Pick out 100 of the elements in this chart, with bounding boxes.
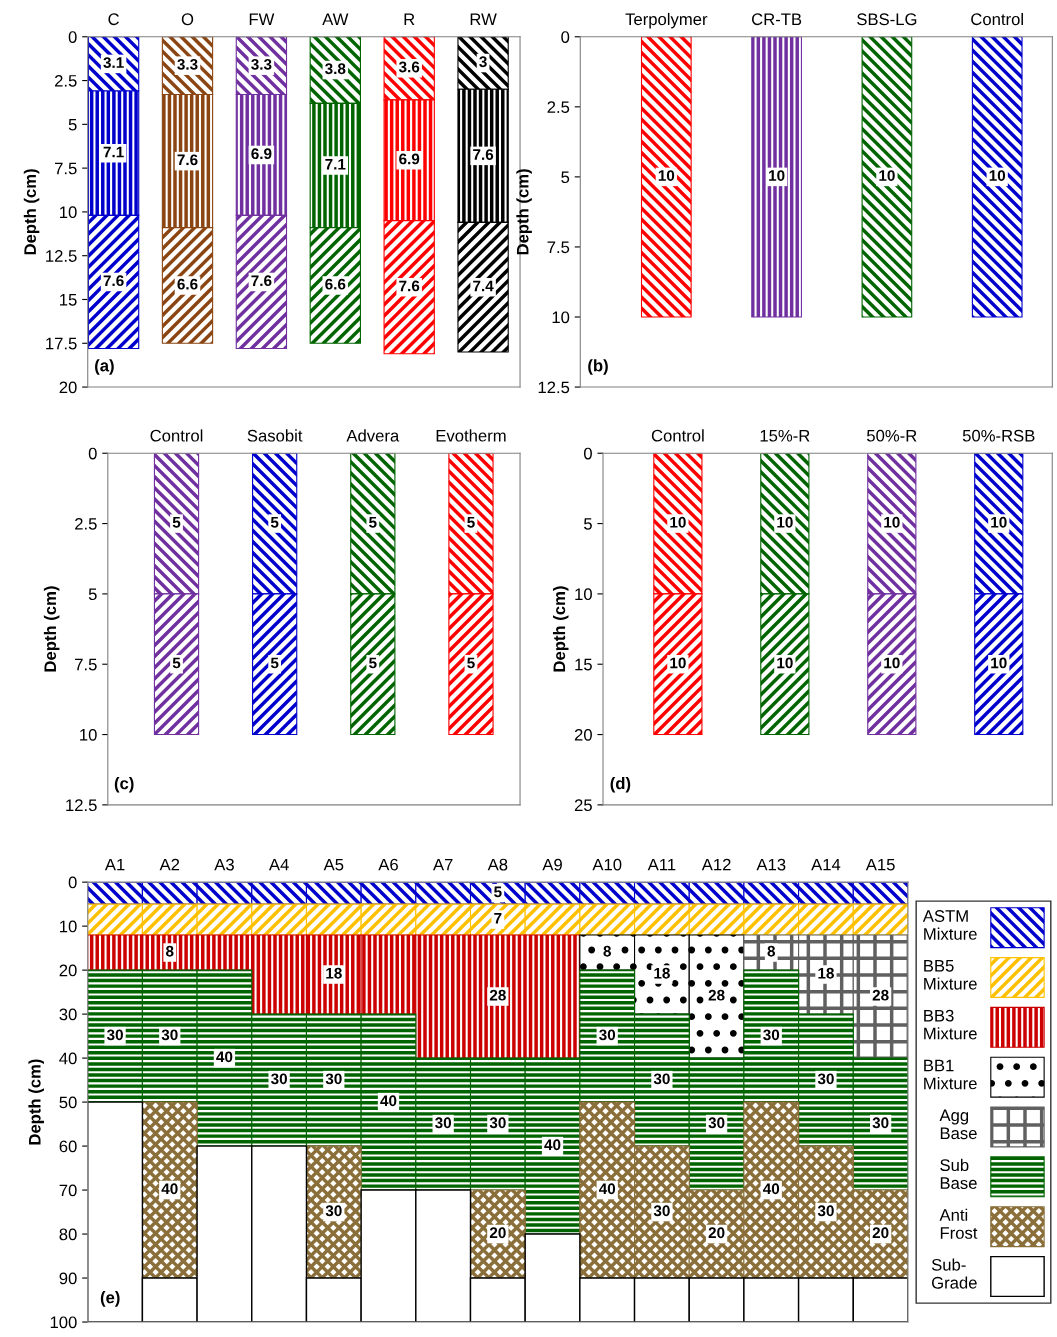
legend-label: Sub Base — [940, 1158, 977, 1189]
data-label: 40 — [216, 1051, 233, 1063]
y-tick-label: 10 — [575, 588, 592, 601]
data-label: 10 — [658, 170, 675, 181]
y-axis-title: Depth (cm) — [23, 169, 40, 255]
x-tick-label: FW — [249, 13, 275, 25]
data-label: 28 — [489, 989, 506, 1001]
data-label: 3.8 — [325, 63, 346, 75]
x-tick-label: A12 — [701, 858, 731, 871]
data-label: 5 — [270, 657, 279, 669]
y-tick-label: 7.5 — [55, 162, 77, 175]
y-tick-label: 7.5 — [547, 241, 570, 254]
y-tick-label: 0 — [88, 447, 97, 460]
y-tick-label: 100 — [50, 1316, 77, 1329]
legend-label: Agg Base — [939, 1109, 977, 1140]
x-tick-label: A10 — [592, 858, 622, 871]
data-label: 30 — [653, 1205, 670, 1217]
y-tick-label: 10 — [60, 920, 77, 933]
x-tick-label: SBS-LG — [857, 13, 917, 26]
legend-label: ASTM Mixture — [922, 910, 977, 940]
data-label: 28 — [708, 989, 725, 1001]
y-tick-label: 2.5 — [547, 101, 570, 114]
x-tick-label: A15 — [865, 858, 895, 871]
data-label: 7.6 — [399, 280, 420, 292]
data-label: 8 — [603, 945, 611, 957]
data-label: 3 — [479, 56, 487, 68]
data-label: 30 — [763, 1029, 780, 1041]
x-tick-label: Evotherm — [436, 429, 506, 442]
legend-label: BB1 Mixture — [924, 1059, 977, 1090]
data-label: 20 — [872, 1227, 889, 1239]
data-label: 30 — [325, 1073, 342, 1085]
data-label: 30 — [653, 1073, 670, 1085]
data-label: 6.9 — [251, 148, 272, 160]
data-label: 10 — [991, 657, 1007, 669]
data-label: 3.3 — [177, 58, 198, 70]
y-axis-title: Depth (cm) — [43, 586, 60, 672]
y-axis-title: Depth (cm) — [516, 169, 532, 255]
y-tick-label: 12.5 — [538, 381, 570, 394]
data-label: 10 — [884, 516, 900, 528]
data-label: 3.1 — [103, 57, 124, 69]
y-tick-label: 10 — [60, 206, 77, 219]
data-label: 7 — [494, 912, 502, 924]
data-label: 18 — [654, 967, 670, 979]
data-label: 6.6 — [325, 278, 346, 290]
y-tick-label: 2.5 — [75, 517, 97, 530]
data-label: 5 — [467, 517, 475, 528]
data-label: 40 — [762, 1183, 780, 1195]
y-tick-label: 5 — [561, 171, 570, 184]
data-label: 5 — [270, 517, 279, 528]
y-tick-label: 70 — [59, 1184, 77, 1197]
data-label: 7.6 — [251, 275, 272, 287]
y-tick-label: 15 — [575, 658, 592, 671]
data-label: 18 — [818, 967, 834, 979]
y-tick-label: 90 — [59, 1272, 77, 1285]
legend-label: BB5 Mixture — [924, 960, 977, 990]
data-label: 30 — [161, 1029, 178, 1041]
y-tick-label: 5 — [584, 518, 592, 530]
data-label: 7.6 — [473, 149, 494, 160]
data-label: 30 — [325, 1205, 342, 1217]
x-tick-label: Advera — [346, 429, 400, 442]
data-label: 5 — [369, 657, 377, 669]
y-tick-label: 20 — [574, 728, 592, 741]
annotation: (b) — [588, 359, 608, 375]
x-tick-label: A9 — [542, 858, 562, 871]
data-label: 30 — [599, 1029, 616, 1041]
x-tick-label: R — [404, 13, 415, 25]
x-tick-label: 15%-R — [760, 429, 810, 442]
x-tick-label: A11 — [647, 858, 676, 871]
data-label: 5 — [172, 517, 181, 528]
data-label: 10 — [777, 657, 793, 669]
y-axis-title: Depth (cm) — [28, 1059, 44, 1145]
data-label: 10 — [884, 657, 900, 669]
y-tick-label: 0 — [583, 447, 592, 460]
data-label: 7.1 — [103, 146, 124, 158]
data-label: 7.6 — [177, 154, 198, 166]
data-label: 7.1 — [325, 158, 346, 170]
x-tick-label: A1 — [104, 858, 125, 871]
y-tick-label: 12.5 — [46, 250, 77, 262]
legend-label: Sub- Grade — [931, 1258, 977, 1289]
x-tick-label: Terpolymer — [625, 12, 708, 29]
data-label: 10 — [777, 516, 793, 528]
data-label: 10 — [769, 170, 785, 181]
y-tick-label: 20 — [59, 381, 77, 394]
x-tick-label: Control — [971, 12, 1023, 26]
legend-label: BB3 Mixture — [924, 1009, 977, 1040]
y-axis-title: Depth (cm) — [552, 586, 569, 672]
data-label: 30 — [489, 1117, 506, 1129]
data-label: 30 — [817, 1073, 834, 1085]
y-tick-label: 10 — [80, 728, 97, 741]
y-tick-label: 0 — [68, 31, 77, 43]
data-label: 20 — [708, 1227, 725, 1239]
x-tick-label: O — [181, 13, 194, 26]
data-label: 7.6 — [103, 275, 124, 287]
bar — [469, 1189, 526, 1279]
x-tick-label: A13 — [756, 858, 786, 871]
y-tick-label: 10 — [552, 311, 570, 324]
x-tick-label: AW — [322, 13, 349, 25]
y-tick-label: 17.5 — [46, 337, 77, 350]
x-tick-label: RW — [470, 13, 497, 25]
data-label: 5 — [467, 657, 475, 669]
